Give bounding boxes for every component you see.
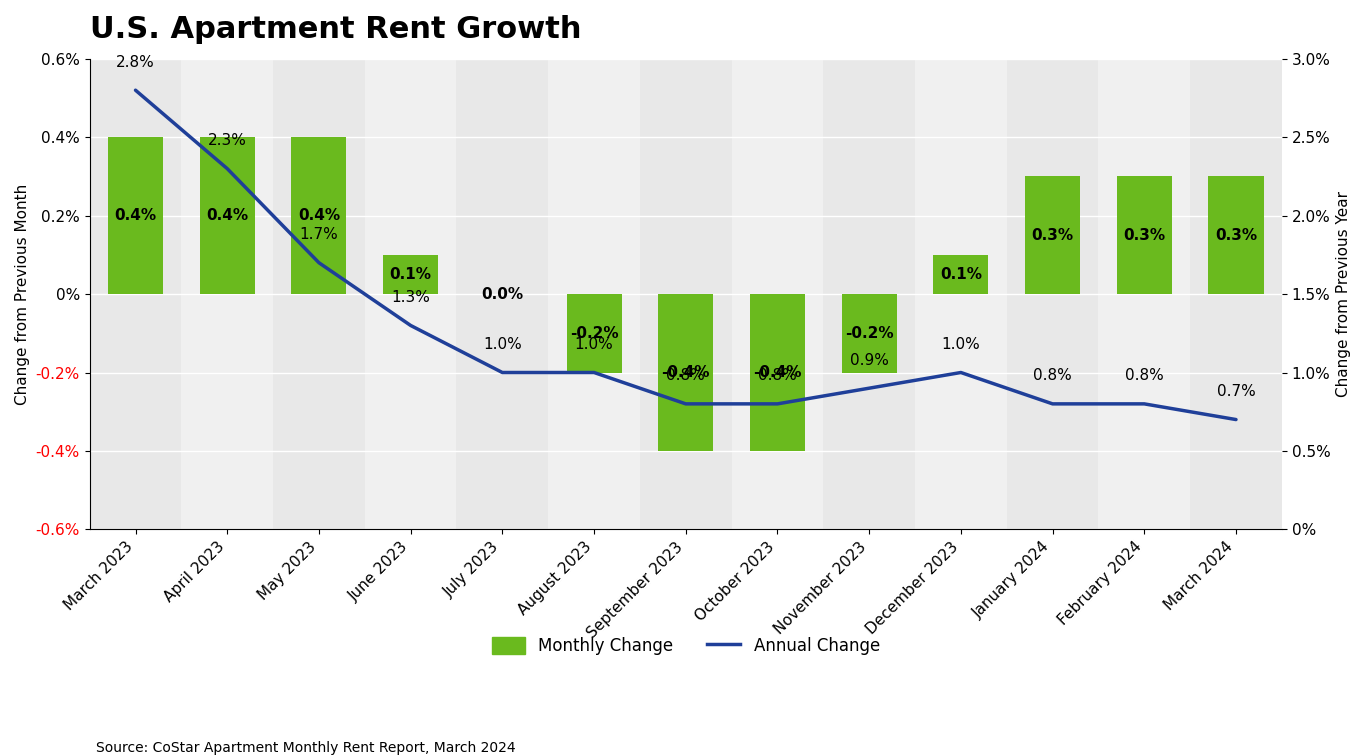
Bar xyxy=(182,59,273,529)
Bar xyxy=(732,59,824,529)
Bar xyxy=(108,138,163,294)
Text: 1.0%: 1.0% xyxy=(484,337,522,352)
Text: 0.3%: 0.3% xyxy=(1123,228,1165,243)
Text: -0.4%: -0.4% xyxy=(661,365,710,380)
Text: 0.8%: 0.8% xyxy=(1126,368,1164,383)
Y-axis label: Change from Previous Year: Change from Previous Year xyxy=(1336,191,1351,397)
Text: 0.8%: 0.8% xyxy=(1033,368,1072,383)
Bar xyxy=(1190,59,1281,529)
Bar xyxy=(1024,176,1081,294)
Bar xyxy=(273,59,365,529)
Bar xyxy=(365,59,456,529)
Text: 0.8%: 0.8% xyxy=(758,368,796,383)
Bar xyxy=(291,138,347,294)
Bar xyxy=(456,59,548,529)
Text: -0.4%: -0.4% xyxy=(753,365,802,380)
Bar xyxy=(750,294,805,451)
Bar xyxy=(1209,176,1264,294)
Text: 1.3%: 1.3% xyxy=(391,290,430,305)
Text: 0.7%: 0.7% xyxy=(1217,384,1255,399)
Bar xyxy=(1007,59,1098,529)
Text: 1.0%: 1.0% xyxy=(575,337,613,352)
Text: 2.3%: 2.3% xyxy=(208,133,247,148)
Text: 0.9%: 0.9% xyxy=(850,353,889,368)
Text: 0.4%: 0.4% xyxy=(115,208,157,223)
Text: 0.1%: 0.1% xyxy=(940,267,982,282)
Bar xyxy=(1098,59,1190,529)
Bar xyxy=(567,294,622,373)
Bar xyxy=(90,59,182,529)
Text: 0.4%: 0.4% xyxy=(298,208,340,223)
Text: U.S. Apartment Rent Growth: U.S. Apartment Rent Growth xyxy=(90,15,581,44)
Text: Source: CoStar Apartment Monthly Rent Report, March 2024: Source: CoStar Apartment Monthly Rent Re… xyxy=(96,741,515,755)
Text: 0.1%: 0.1% xyxy=(389,267,432,282)
Bar xyxy=(1117,176,1172,294)
Bar xyxy=(824,59,915,529)
Bar xyxy=(933,255,989,294)
Text: 0.3%: 0.3% xyxy=(1031,228,1074,243)
Bar xyxy=(658,294,713,451)
Text: 0.8%: 0.8% xyxy=(667,368,705,383)
Text: 1.7%: 1.7% xyxy=(299,228,339,243)
Text: 2.8%: 2.8% xyxy=(116,55,154,70)
Bar xyxy=(199,138,254,294)
Text: 0.3%: 0.3% xyxy=(1214,228,1257,243)
Bar xyxy=(915,59,1007,529)
Bar xyxy=(382,255,438,294)
Text: 0.4%: 0.4% xyxy=(206,208,249,223)
Legend: Monthly Change, Annual Change: Monthly Change, Annual Change xyxy=(485,631,887,662)
Text: 1.0%: 1.0% xyxy=(941,337,981,352)
Text: -0.2%: -0.2% xyxy=(570,326,619,341)
Text: 0.0%: 0.0% xyxy=(481,287,523,302)
Bar xyxy=(841,294,896,373)
Text: -0.2%: -0.2% xyxy=(844,326,893,341)
Bar xyxy=(548,59,639,529)
Y-axis label: Change from Previous Month: Change from Previous Month xyxy=(15,184,30,404)
Bar xyxy=(639,59,732,529)
